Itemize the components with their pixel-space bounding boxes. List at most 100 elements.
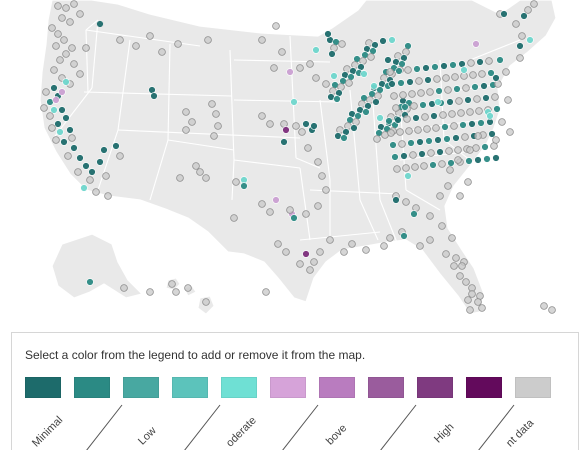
site-marker-teal-dark[interactable]: [476, 58, 484, 66]
site-marker-gray[interactable]: [409, 151, 417, 159]
site-marker-teal-light[interactable]: [460, 66, 468, 74]
site-marker-gray[interactable]: [410, 102, 418, 110]
site-marker-gray[interactable]: [464, 178, 472, 186]
site-marker-teal-dark[interactable]: [100, 146, 108, 154]
site-marker-teal-mid[interactable]: [429, 161, 437, 169]
site-marker-gray[interactable]: [454, 146, 462, 154]
site-marker-teal-dark[interactable]: [150, 92, 158, 100]
site-marker-gray[interactable]: [46, 112, 54, 120]
site-marker-teal-dark[interactable]: [474, 156, 482, 164]
site-marker-gray[interactable]: [408, 90, 416, 98]
site-marker-gray[interactable]: [340, 248, 348, 256]
site-marker-teal-dark[interactable]: [394, 116, 402, 124]
site-marker-gray[interactable]: [306, 266, 314, 274]
site-marker-teal-light[interactable]: [290, 98, 298, 106]
site-marker-gray[interactable]: [266, 208, 274, 216]
site-marker-gray[interactable]: [210, 132, 218, 140]
site-marker-teal-dark[interactable]: [516, 42, 524, 50]
site-marker-teal-light[interactable]: [370, 82, 378, 90]
site-marker-gray[interactable]: [68, 44, 76, 52]
site-marker-gray[interactable]: [485, 57, 493, 65]
site-marker-gray[interactable]: [467, 59, 475, 67]
legend-swatch-8[interactable]: [368, 377, 404, 398]
site-marker-gray[interactable]: [48, 24, 56, 32]
site-marker-gray[interactable]: [318, 172, 326, 180]
site-marker-gray[interactable]: [102, 172, 110, 180]
site-marker-gray[interactable]: [176, 174, 184, 182]
site-marker-gray[interactable]: [182, 108, 190, 116]
site-marker-teal-light[interactable]: [50, 106, 58, 114]
site-marker-teal-dark[interactable]: [468, 120, 476, 128]
site-marker-purple-light[interactable]: [286, 68, 294, 76]
site-marker-teal-dark[interactable]: [392, 196, 400, 204]
site-marker-teal-dark[interactable]: [60, 138, 68, 146]
site-marker-gray[interactable]: [478, 70, 486, 78]
site-marker-teal-dark[interactable]: [379, 37, 387, 45]
site-marker-gray[interactable]: [62, 50, 70, 58]
site-marker-gray[interactable]: [426, 236, 434, 244]
site-marker-teal-mid[interactable]: [362, 108, 370, 116]
site-marker-gray[interactable]: [64, 152, 72, 160]
site-marker-gray[interactable]: [158, 48, 166, 56]
site-marker-gray[interactable]: [104, 192, 112, 200]
site-marker-gray[interactable]: [414, 126, 422, 134]
site-marker-teal-dark[interactable]: [280, 138, 288, 146]
site-marker-teal-mid[interactable]: [385, 117, 393, 125]
site-marker-gray[interactable]: [296, 64, 304, 72]
site-marker-teal-mid[interactable]: [290, 214, 298, 222]
site-marker-gray[interactable]: [452, 254, 460, 262]
site-marker-teal-dark[interactable]: [488, 130, 496, 138]
site-marker-gray[interactable]: [405, 127, 413, 135]
site-marker-teal-mid[interactable]: [465, 157, 473, 165]
site-marker-gray[interactable]: [62, 4, 70, 12]
site-marker-teal-dark[interactable]: [480, 82, 488, 90]
site-marker-gray[interactable]: [204, 36, 212, 44]
site-marker-gray[interactable]: [202, 298, 210, 306]
site-marker-gray[interactable]: [116, 36, 124, 44]
site-marker-gray[interactable]: [386, 68, 394, 76]
site-marker-gray[interactable]: [399, 91, 407, 99]
site-marker-gray[interactable]: [286, 206, 294, 214]
site-marker-gray[interactable]: [270, 64, 278, 72]
site-marker-teal-mid[interactable]: [447, 159, 455, 167]
site-marker-gray[interactable]: [272, 22, 280, 30]
site-marker-gray[interactable]: [82, 44, 90, 52]
site-marker-gray[interactable]: [188, 118, 196, 126]
site-marker-teal-mid[interactable]: [443, 135, 451, 143]
site-marker-gray[interactable]: [345, 79, 353, 87]
site-marker-teal-dark[interactable]: [328, 50, 336, 58]
site-marker-gray[interactable]: [462, 84, 470, 92]
site-marker-teal-dark[interactable]: [446, 98, 454, 106]
site-marker-gray[interactable]: [390, 92, 398, 100]
site-marker-gray[interactable]: [214, 122, 222, 130]
site-marker-gray[interactable]: [442, 250, 450, 258]
site-marker-gray[interactable]: [60, 36, 68, 44]
site-marker-gray[interactable]: [196, 168, 204, 176]
legend-swatch-9[interactable]: [417, 377, 453, 398]
site-marker-gray[interactable]: [450, 262, 458, 270]
site-marker-gray[interactable]: [70, 60, 78, 68]
site-marker-gray[interactable]: [304, 144, 312, 152]
site-marker-gray[interactable]: [423, 125, 431, 133]
site-marker-teal-light[interactable]: [486, 112, 494, 120]
site-marker-gray[interactable]: [306, 60, 314, 68]
site-marker-teal-dark[interactable]: [436, 148, 444, 156]
site-marker-gray[interactable]: [438, 222, 446, 230]
site-marker-teal-dark[interactable]: [434, 136, 442, 144]
site-marker-teal-mid[interactable]: [389, 141, 397, 149]
site-marker-teal-mid[interactable]: [459, 121, 467, 129]
site-marker-gray[interactable]: [468, 290, 476, 298]
site-marker-gray[interactable]: [426, 212, 434, 220]
site-marker-gray[interactable]: [262, 288, 270, 296]
site-marker-teal-mid[interactable]: [86, 278, 94, 286]
site-marker-gray[interactable]: [266, 120, 274, 128]
site-marker-teal-mid[interactable]: [391, 153, 399, 161]
site-marker-teal-mid[interactable]: [410, 210, 418, 218]
site-marker-teal-dark[interactable]: [70, 144, 78, 152]
site-marker-gray[interactable]: [456, 272, 464, 280]
site-marker-gray[interactable]: [524, 6, 532, 14]
site-marker-gray[interactable]: [461, 133, 469, 141]
site-marker-teal-dark[interactable]: [464, 96, 472, 104]
site-marker-gray[interactable]: [172, 288, 180, 296]
site-marker-teal-mid[interactable]: [333, 95, 341, 103]
